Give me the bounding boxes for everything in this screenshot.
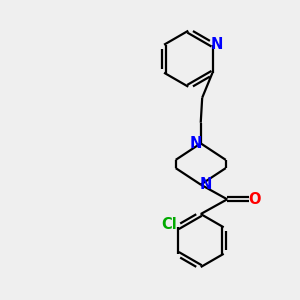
Text: O: O [248,192,261,207]
Text: N: N [200,177,212,192]
Text: N: N [210,37,223,52]
Text: N: N [190,136,202,151]
Text: Cl: Cl [162,217,177,232]
